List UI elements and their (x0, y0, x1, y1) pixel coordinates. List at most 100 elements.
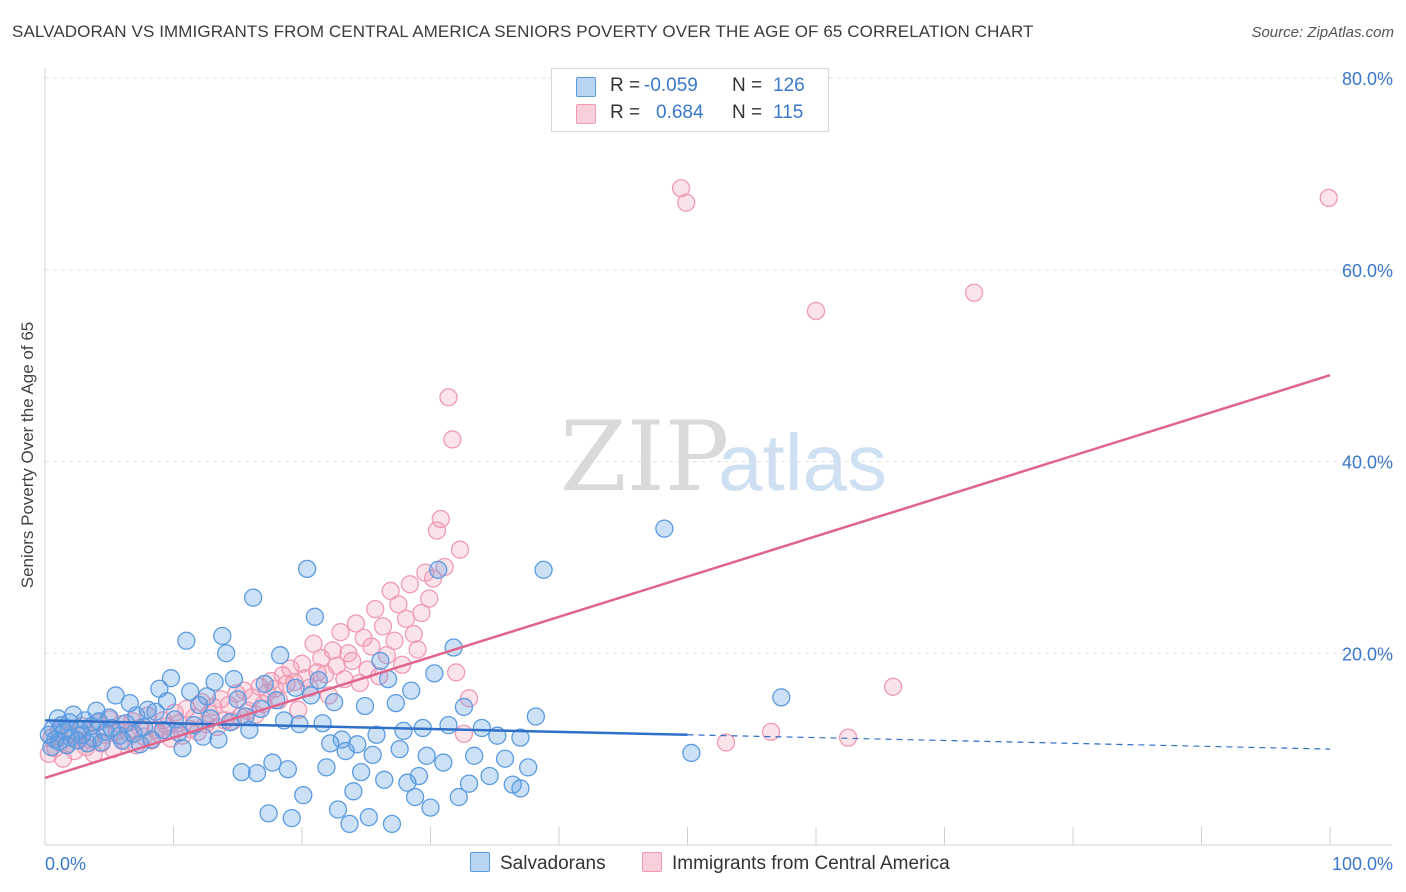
legend-n-label: N = (732, 75, 763, 96)
data-point-salvadorans (247, 763, 267, 783)
legend-item-immigrants: Immigrants from Central America (642, 852, 950, 875)
data-point-salvadorans (161, 669, 181, 688)
watermark-atlas: atlas (718, 418, 887, 507)
data-point-immigrants (883, 677, 903, 696)
data-point-salvadorans (55, 721, 74, 741)
data-point-salvadorans (439, 716, 458, 735)
data-point-salvadorans (526, 707, 546, 726)
legend-n-value: 126 (773, 75, 805, 96)
data-point-immigrants (439, 388, 458, 407)
data-point-salvadorans (336, 741, 355, 761)
x-tick-label: 100.0% (1332, 854, 1393, 874)
data-point-salvadorans (367, 725, 386, 744)
data-point-salvadorans (146, 702, 165, 721)
data-point-immigrants (964, 283, 984, 302)
data-point-salvadorans (429, 560, 448, 579)
legend-swatch-blue (470, 852, 490, 872)
data-point-salvadorans (772, 688, 791, 707)
data-point-salvadorans (351, 762, 371, 782)
data-point-salvadorans (112, 731, 132, 750)
data-point-immigrants (323, 641, 342, 660)
data-point-salvadorans (328, 800, 348, 819)
legend-swatch-pink (642, 852, 662, 872)
data-point-salvadorans (106, 686, 125, 705)
data-point-salvadorans (263, 753, 282, 772)
data-point-immigrants (408, 640, 427, 659)
data-point-salvadorans (173, 739, 192, 758)
data-point-immigrants (443, 430, 462, 449)
y-axis-label: Seniors Poverty Over the Age of 65 (18, 321, 37, 589)
data-point-salvadorans (271, 646, 290, 665)
data-point-salvadorans (390, 739, 409, 759)
data-point-salvadorans (294, 785, 313, 805)
data-point-immigrants (385, 631, 404, 650)
data-point-salvadorans (217, 644, 236, 663)
correlation-legend: R = -0.059 N = 126 R = 0.684 N = 115 (551, 68, 829, 132)
data-point-salvadorans (371, 651, 390, 671)
data-point-immigrants (431, 509, 450, 529)
data-point-immigrants (454, 724, 474, 743)
data-point-salvadorans (511, 728, 530, 747)
data-point-salvadorans (375, 770, 394, 789)
data-point-salvadorans (355, 696, 375, 716)
axes (44, 68, 1392, 846)
data-point-immigrants (288, 700, 308, 719)
data-point-immigrants (389, 595, 408, 614)
data-point-salvadorans (213, 626, 232, 646)
data-point-immigrants (304, 634, 323, 653)
data-point-salvadorans (472, 718, 492, 738)
data-point-salvadorans (405, 787, 425, 807)
data-point-salvadorans (454, 697, 474, 717)
data-point-salvadorans (232, 762, 251, 782)
data-point-immigrants (204, 697, 223, 717)
data-point-salvadorans (324, 692, 344, 712)
data-point-salvadorans (425, 664, 444, 683)
data-point-immigrants (331, 623, 350, 642)
data-point-salvadorans (305, 607, 325, 626)
data-point-immigrants (671, 179, 691, 198)
legend-n-value: 115 (773, 102, 804, 123)
data-point-salvadorans (317, 758, 336, 777)
data-point-salvadorans (297, 559, 317, 579)
legend-item-salvadorans: Salvadorans (470, 852, 606, 875)
data-point-salvadorans (181, 682, 200, 701)
data-point-salvadorans (259, 804, 278, 823)
data-point-salvadorans (290, 715, 309, 734)
data-point-salvadorans (534, 560, 553, 579)
data-point-salvadorans (449, 787, 468, 807)
data-point-salvadorans (313, 714, 332, 733)
data-point-immigrants (427, 521, 447, 540)
grid-lines (45, 77, 1392, 654)
data-point-salvadorans (459, 774, 479, 793)
y-tick-label: 20.0% (1342, 644, 1393, 664)
trend-lines (44, 374, 1331, 780)
data-point-immigrants (342, 651, 362, 671)
data-point-immigrants (677, 193, 696, 212)
data-point-salvadorans (386, 693, 405, 713)
legend-r-label: R = (610, 102, 641, 123)
data-point-salvadorans (495, 749, 515, 768)
legend-n-label: N = (732, 102, 763, 123)
data-point-salvadorans (511, 779, 530, 798)
x-tick-label: 0.0% (45, 854, 86, 874)
data-point-salvadorans (197, 687, 217, 706)
data-point-salvadorans (124, 724, 143, 743)
trend-line-salvadorans-extrapolated (687, 734, 1331, 750)
legend-r-label: R = (610, 75, 641, 96)
legend-label-immigrants: Immigrants from Central America (672, 853, 950, 874)
data-point-salvadorans (434, 753, 453, 772)
data-point-salvadorans (398, 773, 417, 792)
data-point-salvadorans (102, 718, 121, 738)
legend-r-value: -0.059 (644, 75, 698, 96)
trend-line-salvadorans (44, 719, 688, 736)
data-point-immigrants (761, 722, 781, 742)
data-point-immigrants (716, 733, 736, 752)
data-point-salvadorans (209, 730, 228, 749)
data-point-immigrants (292, 654, 312, 673)
data-point-immigrants (423, 569, 443, 588)
data-point-salvadorans (244, 588, 263, 607)
data-point-immigrants (1319, 188, 1338, 207)
data-point-immigrants (346, 614, 366, 633)
data-point-salvadorans (64, 705, 83, 724)
legend-swatch-blue (576, 77, 596, 97)
